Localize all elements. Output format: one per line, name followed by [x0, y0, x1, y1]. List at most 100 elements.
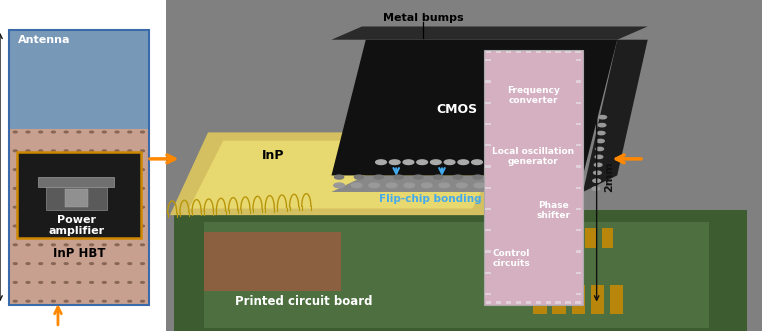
- Circle shape: [90, 282, 94, 283]
- Bar: [576, 165, 581, 167]
- Circle shape: [14, 301, 17, 302]
- Circle shape: [544, 183, 555, 188]
- Circle shape: [102, 225, 106, 227]
- Circle shape: [593, 179, 600, 182]
- Bar: [9, 30, 149, 129]
- Polygon shape: [331, 175, 617, 192]
- Circle shape: [26, 244, 30, 246]
- Circle shape: [90, 301, 94, 302]
- Circle shape: [64, 263, 68, 264]
- Circle shape: [52, 263, 56, 264]
- Circle shape: [599, 116, 607, 119]
- Circle shape: [39, 301, 43, 302]
- Circle shape: [64, 131, 68, 133]
- Circle shape: [77, 207, 81, 208]
- Circle shape: [334, 183, 344, 188]
- Circle shape: [39, 225, 43, 227]
- Bar: [9, 30, 149, 305]
- Text: Power
amplifier: Power amplifier: [48, 214, 104, 236]
- Bar: [585, 228, 597, 248]
- Bar: [602, 228, 613, 248]
- Circle shape: [64, 225, 68, 227]
- Circle shape: [458, 160, 469, 165]
- Circle shape: [128, 282, 132, 283]
- Bar: [575, 51, 581, 53]
- Circle shape: [473, 175, 482, 179]
- Circle shape: [90, 225, 94, 227]
- Circle shape: [389, 160, 400, 165]
- Circle shape: [403, 160, 414, 165]
- Circle shape: [493, 175, 502, 179]
- Bar: [484, 50, 583, 305]
- Bar: [576, 102, 581, 104]
- Circle shape: [90, 150, 94, 152]
- Circle shape: [90, 207, 94, 208]
- Circle shape: [77, 263, 81, 264]
- Polygon shape: [170, 132, 533, 215]
- Circle shape: [64, 282, 68, 283]
- Bar: [485, 250, 491, 253]
- Circle shape: [102, 169, 106, 170]
- Circle shape: [115, 150, 119, 152]
- Circle shape: [90, 263, 94, 264]
- Circle shape: [26, 188, 30, 189]
- Circle shape: [533, 175, 542, 179]
- Circle shape: [140, 225, 144, 227]
- Bar: [65, 189, 88, 207]
- Circle shape: [128, 131, 132, 133]
- Circle shape: [39, 244, 43, 246]
- Circle shape: [140, 301, 144, 302]
- Circle shape: [90, 188, 94, 189]
- Circle shape: [115, 282, 119, 283]
- Bar: [485, 102, 491, 104]
- Circle shape: [595, 155, 603, 159]
- Circle shape: [140, 169, 144, 170]
- Circle shape: [26, 207, 30, 208]
- Circle shape: [444, 160, 455, 165]
- Text: 2mm: 2mm: [604, 162, 614, 192]
- Circle shape: [431, 160, 441, 165]
- Bar: [486, 51, 491, 53]
- Circle shape: [509, 183, 520, 188]
- Circle shape: [102, 150, 106, 152]
- Bar: [485, 165, 491, 167]
- Polygon shape: [204, 232, 341, 291]
- Circle shape: [77, 244, 81, 246]
- Text: Metal bumps: Metal bumps: [383, 13, 463, 23]
- Circle shape: [52, 244, 56, 246]
- Circle shape: [77, 301, 81, 302]
- Circle shape: [26, 225, 30, 227]
- Circle shape: [77, 169, 81, 170]
- Text: CMOS: CMOS: [437, 103, 478, 116]
- Circle shape: [26, 282, 30, 283]
- Bar: [46, 182, 107, 210]
- Bar: [9, 129, 149, 305]
- Circle shape: [140, 131, 144, 133]
- Text: Local oscillation
generator: Local oscillation generator: [492, 147, 575, 166]
- Circle shape: [472, 160, 482, 165]
- Circle shape: [115, 207, 119, 208]
- Polygon shape: [174, 210, 747, 331]
- Circle shape: [128, 150, 132, 152]
- Bar: [17, 152, 141, 238]
- Circle shape: [474, 183, 485, 188]
- Circle shape: [115, 301, 119, 302]
- Circle shape: [102, 131, 106, 133]
- Circle shape: [597, 139, 604, 143]
- Circle shape: [39, 150, 43, 152]
- Circle shape: [64, 169, 68, 170]
- Circle shape: [39, 282, 43, 283]
- Bar: [496, 51, 501, 53]
- Circle shape: [77, 225, 81, 227]
- Bar: [552, 228, 563, 248]
- Circle shape: [52, 301, 56, 302]
- Circle shape: [417, 160, 427, 165]
- Circle shape: [552, 175, 562, 179]
- Circle shape: [594, 163, 602, 166]
- Circle shape: [52, 225, 56, 227]
- Circle shape: [128, 169, 132, 170]
- Circle shape: [52, 282, 56, 283]
- Circle shape: [52, 131, 56, 133]
- Circle shape: [434, 175, 443, 179]
- Circle shape: [39, 263, 43, 264]
